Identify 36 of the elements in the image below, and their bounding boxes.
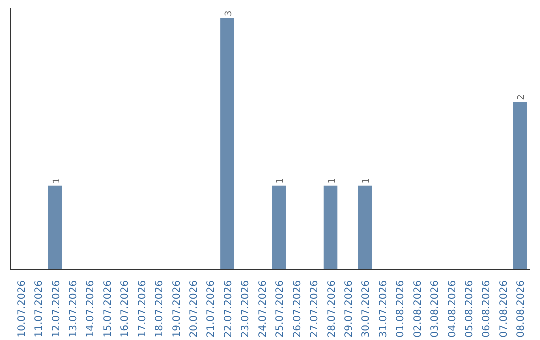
x-tick-label: 30.07.2026 — [361, 280, 372, 338]
x-tick-label: 01.08.2026 — [396, 280, 407, 338]
data-label: 1 — [362, 178, 372, 184]
x-tick-label: 05.08.2026 — [464, 280, 476, 338]
x-tick-label: 31.07.2026 — [378, 280, 390, 338]
x-tick-label: 08.08.2026 — [516, 280, 528, 338]
x-tick-label: 07.08.2026 — [498, 280, 510, 338]
x-tick-label: 21.07.2026 — [206, 280, 218, 338]
x-tick-label: 22.07.2026 — [223, 280, 234, 338]
x-tick-label: 04.08.2026 — [447, 280, 458, 338]
data-label: 1 — [328, 178, 338, 184]
x-tick-label: 24.07.2026 — [258, 280, 269, 338]
x-tick-label: 15.07.2026 — [102, 280, 114, 338]
x-tick-label: 27.07.2026 — [310, 280, 321, 338]
x-tick-label: 26.07.2026 — [292, 280, 304, 338]
x-tick-label: 10.07.2026 — [16, 280, 28, 338]
x-tick-label: 06.08.2026 — [482, 280, 493, 338]
x-tick-label: 13.07.2026 — [68, 280, 80, 338]
x-tick-label: 14.07.2026 — [86, 280, 97, 338]
x-tick-label: 28.07.2026 — [326, 280, 338, 338]
data-label: 1 — [52, 178, 62, 184]
x-tick-label: 02.08.2026 — [412, 280, 424, 338]
x-tick-label: 23.07.2026 — [240, 280, 252, 338]
data-label: 3 — [224, 10, 234, 17]
x-tick-label: 25.07.2026 — [275, 280, 286, 338]
x-tick-label: 19.07.2026 — [172, 280, 183, 338]
x-tick-label: 29.07.2026 — [344, 280, 355, 338]
x-tick-label: 03.08.2026 — [430, 280, 442, 338]
x-tick-label: 17.07.2026 — [137, 280, 148, 338]
x-tick-label: 12.07.2026 — [51, 280, 62, 338]
x-tick-label: 11.07.2026 — [34, 280, 46, 338]
x-tick-label: 20.07.2026 — [189, 280, 200, 338]
data-label: 1 — [276, 178, 286, 184]
x-tick-label: 18.07.2026 — [154, 280, 166, 338]
data-label: 2 — [517, 94, 528, 100]
x-tick-label: 16.07.2026 — [120, 280, 132, 338]
